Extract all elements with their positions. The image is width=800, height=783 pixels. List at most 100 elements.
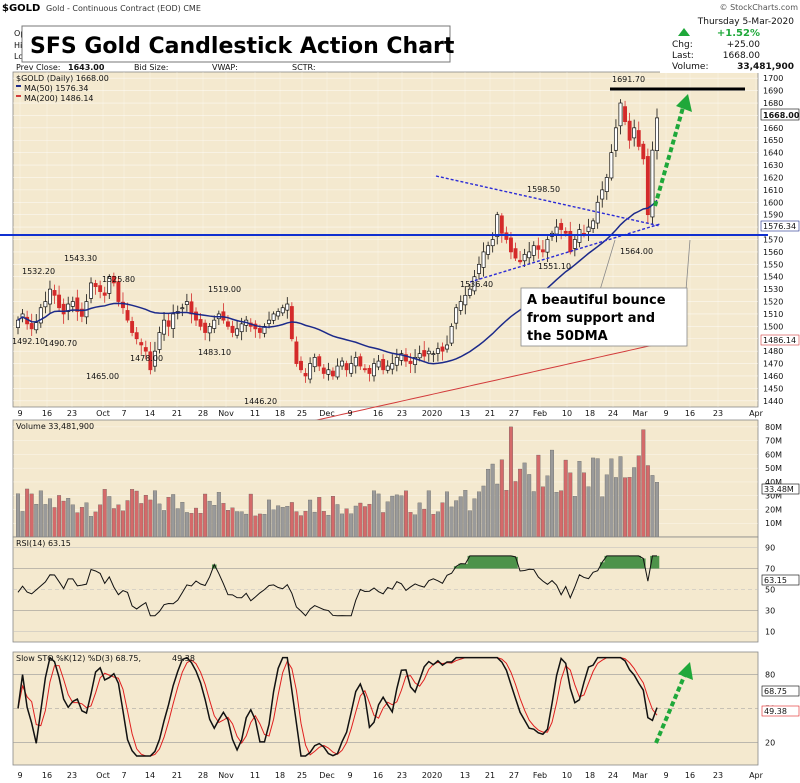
candle-body — [221, 311, 226, 321]
candle-body — [16, 319, 20, 328]
x-tick-label: Mar — [632, 409, 648, 418]
label-1598: 1598.50 — [527, 185, 560, 194]
volume-bar — [157, 503, 162, 538]
candle-body — [130, 321, 135, 333]
volume-bar — [75, 512, 80, 538]
volume-bar — [207, 500, 212, 538]
row-high-label: Hig — [14, 41, 27, 50]
volume-bar — [280, 507, 285, 538]
x-tick-label: 7 — [121, 409, 126, 418]
price-tick-label: 1540 — [763, 273, 783, 282]
candle-body — [477, 263, 481, 274]
candle-body — [499, 215, 504, 234]
candle-body — [189, 301, 194, 315]
volume-bar — [477, 491, 481, 538]
volume-bar — [48, 498, 52, 538]
rsi-tick-label: 50 — [765, 586, 775, 595]
label-1519: 1519.00 — [208, 285, 241, 294]
label-1532: 1532.20 — [22, 267, 55, 276]
candle-body — [349, 363, 354, 374]
volume-bar — [20, 511, 25, 538]
candle-body — [358, 356, 363, 367]
volume-bar — [57, 495, 62, 538]
candle-body — [61, 303, 66, 315]
candle-body — [180, 307, 185, 310]
sto-d-tag-box — [761, 705, 800, 717]
volume-bar — [93, 511, 98, 538]
candle-body — [47, 288, 52, 305]
label-1543: 1543.30 — [64, 254, 97, 263]
price-tick-label: 1440 — [763, 397, 783, 406]
candle-body — [385, 365, 390, 371]
volume-bar — [84, 502, 89, 538]
volume-bar — [390, 495, 395, 538]
x-tick-label: 7 — [121, 771, 126, 780]
tag-ma50: 1576.34 — [763, 222, 796, 231]
candle-body — [66, 303, 71, 312]
volume-bar — [216, 492, 221, 538]
candle-body — [157, 332, 162, 350]
volume-bar — [203, 493, 208, 538]
volume-tick-label: 80M — [765, 423, 782, 432]
candle-body — [650, 149, 655, 218]
candle-body — [317, 356, 322, 367]
volume-tag-box — [761, 483, 800, 495]
label-1525: 1525.80 — [102, 275, 135, 284]
x-tick-label: 27 — [509, 409, 519, 418]
candle-body — [194, 311, 198, 321]
upper-trendline — [435, 175, 661, 227]
volume-bar — [408, 512, 413, 538]
volume-bar — [568, 472, 573, 538]
chg-value: +25.00 — [727, 40, 761, 50]
last-value: 1668.00 — [723, 51, 760, 61]
x-tick-label: Nov — [218, 771, 234, 780]
price-tick-label: 1640 — [763, 149, 783, 158]
x-tick-label: 16 — [42, 409, 52, 418]
candle-body — [404, 354, 408, 362]
x-tick-label: 27 — [509, 771, 519, 780]
rsi-tick-label: 70 — [765, 565, 775, 574]
candle-body — [226, 321, 230, 327]
candle-body — [376, 360, 381, 368]
volume-tick-label: 50M — [765, 464, 782, 473]
candle-body — [38, 307, 43, 324]
candle-body — [166, 320, 171, 327]
volume-bar — [61, 500, 66, 538]
candle-body — [394, 357, 399, 366]
candle-body — [312, 357, 317, 368]
x-tick-label: 14 — [145, 771, 155, 780]
candle-body — [321, 367, 326, 374]
candle-body — [559, 223, 564, 230]
row-open-label: Op — [14, 29, 25, 38]
rsi-line — [17, 555, 657, 617]
x-tick-label: 28 — [198, 771, 208, 780]
price-tick-label: 1480 — [763, 347, 783, 356]
volume-bar — [152, 490, 157, 538]
sctr-label: SCTR: — [292, 63, 316, 72]
volume-bar — [550, 449, 554, 538]
x-tick-label: Dec — [319, 409, 334, 418]
candle-body — [490, 239, 495, 247]
candle-body — [203, 322, 208, 333]
candle-body — [43, 301, 48, 308]
price-tick-label: 1700 — [763, 74, 783, 83]
label-1490: 1490.70 — [44, 339, 77, 348]
candle-body — [458, 301, 463, 311]
legend-volume: Volume 33,481,900 — [16, 422, 94, 431]
volume-bar — [294, 511, 299, 538]
sto-arrow — [654, 662, 693, 744]
sto-d-tag: 49.38 — [764, 707, 787, 716]
price-tick-label: 1660 — [763, 124, 783, 133]
volume-bar — [221, 503, 226, 538]
volume-bar — [248, 493, 253, 538]
candle-body — [330, 370, 335, 377]
candle-body — [212, 319, 217, 329]
price-tick-label: 1680 — [763, 99, 783, 108]
volume-bar — [134, 490, 139, 538]
volume-tick-label: 20M — [765, 505, 782, 514]
x-tick-label: 16 — [685, 771, 695, 780]
volume-bar — [554, 492, 559, 538]
candle-body — [504, 232, 509, 240]
candle-body — [495, 214, 500, 237]
candle-body — [353, 357, 358, 367]
